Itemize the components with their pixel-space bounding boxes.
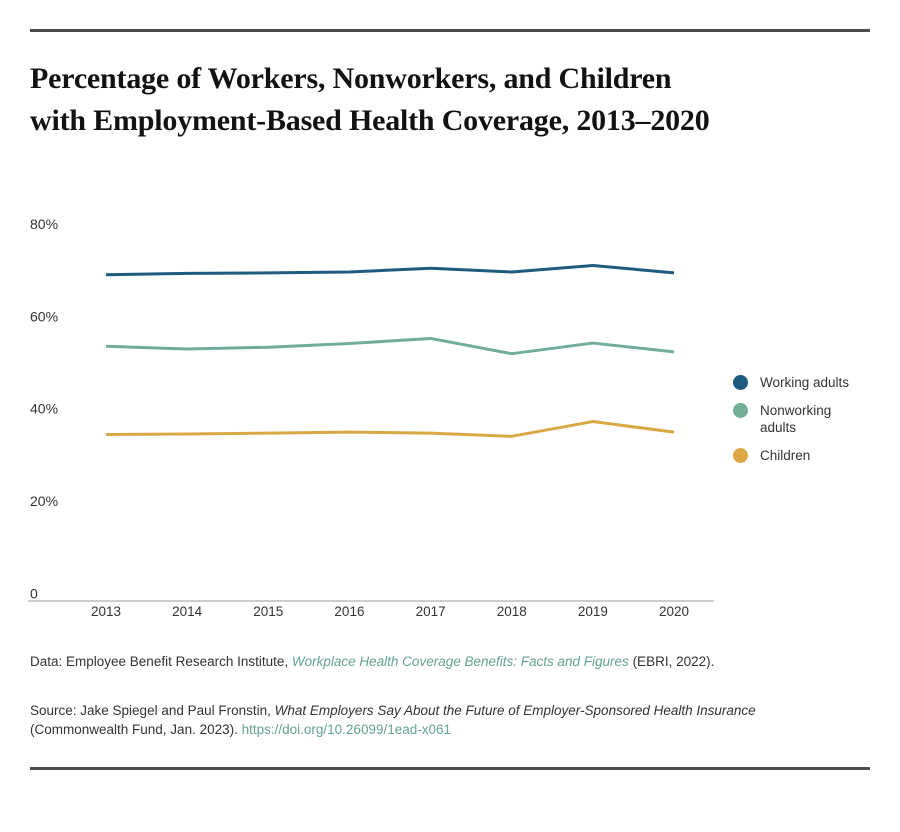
y-tick-label: 60% — [30, 308, 58, 324]
legend-item-working-adults: Working adults — [733, 374, 858, 391]
data-note-suffix: (EBRI, 2022). — [628, 654, 715, 669]
y-tick-label: 0 — [30, 585, 38, 601]
source-note-suffix: (Commonwealth Fund, Jan. 2023). — [30, 722, 242, 737]
x-tick-label: 2020 — [659, 604, 689, 619]
x-tick-label: 2013 — [91, 604, 121, 619]
source-report-title: What Employers Say About the Future of E… — [274, 703, 756, 718]
legend-label-nonworking-adults: Nonworking adults — [760, 403, 832, 435]
data-note-prefix: Data: Employee Benefit Research Institut… — [30, 654, 292, 669]
x-tick-label: 2014 — [172, 604, 203, 619]
x-tick-label: 2018 — [497, 604, 527, 619]
series-line-working-adults — [105, 263, 675, 277]
x-tick-label: 2019 — [578, 604, 608, 619]
data-note: Data: Employee Benefit Research Institut… — [30, 652, 852, 671]
nonworking-adults-swatch-icon — [733, 403, 748, 418]
legend-item-nonworking-adults: Nonworking adults — [733, 402, 858, 436]
series-line-nonworking-adults — [105, 336, 675, 356]
data-source-link[interactable]: Workplace Health Coverage Benefits: Fact… — [291, 654, 629, 669]
working-adults-swatch-icon — [733, 375, 748, 390]
y-tick-label: 20% — [30, 493, 58, 509]
x-tick-label: 2015 — [253, 604, 283, 619]
bottom-divider — [30, 767, 870, 770]
children-swatch-icon — [733, 448, 748, 463]
doi-link[interactable]: https://doi.org/10.26099/1ead-x061 — [241, 722, 452, 737]
series-line-children — [105, 420, 675, 438]
top-divider — [30, 29, 870, 32]
chart-title: Percentage of Workers, Nonworkers, and C… — [30, 62, 710, 137]
y-tick-label: 80% — [30, 216, 58, 232]
y-tick-label: 40% — [30, 401, 58, 417]
legend-item-children: Children — [733, 447, 858, 464]
legend-label-working-adults: Working adults — [760, 375, 850, 390]
source-note-prefix: Source: Jake Spiegel and Paul Fronstin, — [30, 703, 275, 718]
x-tick-label: 2016 — [334, 604, 364, 619]
chart-legend: Working adults Nonworking adults Childre… — [733, 374, 858, 475]
source-note: Source: Jake Spiegel and Paul Fronstin, … — [30, 701, 842, 739]
x-tick-label: 2017 — [416, 604, 446, 619]
legend-label-children: Children — [760, 448, 811, 463]
